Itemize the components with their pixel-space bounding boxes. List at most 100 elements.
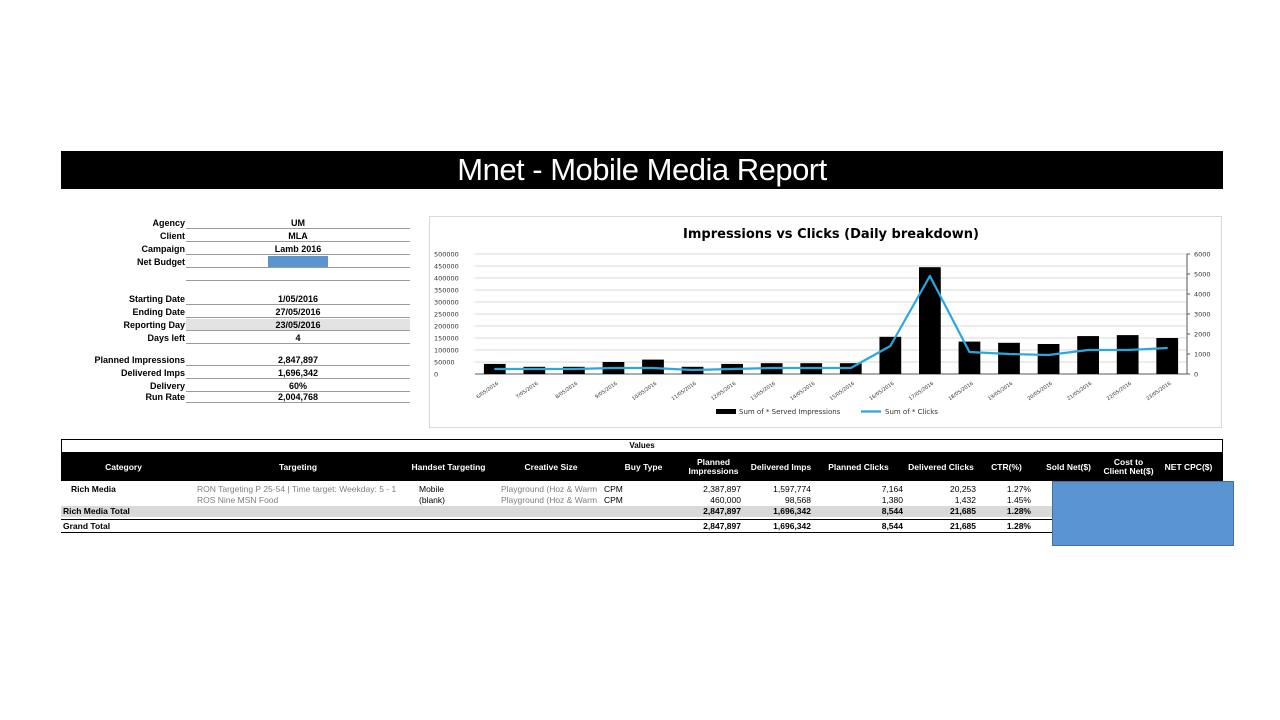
summary-value [186,269,410,281]
x-tick-label: 9/05/2016 [594,381,618,401]
summary-value [186,256,410,268]
cell-planned-clicks: 7,164 [881,484,903,494]
cell-handset: Mobile [419,484,445,494]
cell-ctr: 1.27% [1006,484,1031,494]
cell-delivered-imps: 1,696,342 [773,506,811,516]
point-clicks [968,351,971,353]
x-tick-label: 6/05/2016 [475,381,499,401]
summary-row-delivered-imps: Delivered Imps 1,696,342 [61,367,410,379]
y-tick-right: 1000 [1194,351,1211,359]
x-tick-label: 18/05/2016 [948,381,975,402]
subtotal-row: Rich Media Total 2,847,897 1,696,342 8,5… [61,506,1223,517]
summary-value: Lamb 2016 [186,243,410,255]
cell-planned-clicks: 1,380 [881,495,903,505]
point-clicks [1047,354,1050,356]
summary-label: Campaign [141,244,185,254]
cell-targeting: ROS Nine MSN Food [197,495,279,505]
budget-redacted-box [268,256,328,267]
summary-value: 1,696,342 [186,367,410,379]
summary-value: UM [186,217,410,229]
y-tick-right: 4000 [1194,291,1211,299]
cell-planned-imps: 2,847,897 [703,521,741,531]
cell-ctr: 1.28% [1006,521,1031,531]
impressions-clicks-chart: Impressions vs Clicks (Daily breakdown) 0… [429,216,1222,428]
cell-creative: Playground (Hoz & Warm [501,484,598,494]
cell-ctr: 1.28% [1006,506,1031,516]
summary-row-agency: Agency UM [61,217,410,229]
cell-delivered-clicks: 21,685 [950,506,976,516]
header-ctr: CTR(%) [991,461,1022,472]
summary-label: Delivery [149,381,185,391]
bar-impressions [879,336,902,374]
bar-impressions [523,366,546,374]
summary-label: Agency [152,218,185,228]
summary-row-client: Client MLA [61,230,410,242]
x-tick-label: 8/05/2016 [555,381,579,401]
summary-value: 4 [186,332,410,344]
cell-total-label: Rich Media Total [63,506,130,516]
bar-impressions [919,267,941,374]
summary-value: 27/05/2016 [186,306,410,318]
y-tick-right: 5000 [1194,271,1211,279]
x-tick-label: 22/05/2016 [1106,381,1133,402]
x-tick-label: 19/05/2016 [987,381,1014,402]
cell-delivered-imps: 98,568 [785,495,811,505]
cell-delivered-clicks: 20,253 [950,484,976,494]
x-tick-label: 11/05/2016 [671,381,698,402]
point-clicks [612,367,615,369]
summary-label: Planned Impressions [94,355,185,365]
summary-label: Client [159,231,185,241]
bar-impressions [1077,336,1099,374]
summary-label: Days left [147,333,185,343]
summary-value: 60% [186,380,410,392]
cell-planned-clicks: 8,544 [881,521,903,531]
cell-planned-imps: 460,000 [710,495,741,505]
report-title: Mnet - Mobile Media Report [61,151,1223,189]
header-net-cpc: NET CPC($) [1164,461,1213,472]
point-clicks [1126,349,1129,351]
y-tick-left: 0 [434,371,438,379]
header-creative-size: Creative Size [524,461,578,472]
point-clicks [652,367,654,369]
y-tick-left: 50000 [434,359,455,367]
y-tick-left: 100000 [434,347,459,355]
header-category: Category [105,461,142,472]
bar-impressions [1156,338,1179,374]
cell-delivered-clicks: 1,432 [954,495,976,505]
header-planned-clicks: Planned Clicks [828,461,889,472]
summary-row-net-budget: Net Budget [61,256,410,268]
pivot-header-row: Category Targeting Handset Targeting Cre… [61,453,1223,481]
cell-creative: Playground (Hoz & Warm [501,495,598,505]
cell-delivered-imps: 1,597,774 [773,484,811,494]
summary-label: Run Rate [145,392,185,402]
header-targeting: Targeting [278,461,318,472]
header-planned-impressions: Planned Impressions [688,457,739,476]
y-tick-left: 200000 [434,323,459,331]
summary-value: 2,004,768 [186,391,410,403]
y-tick-left: 500000 [434,251,459,259]
table-row: Rich Media RON Targeting P 25-54 | Time … [61,484,1223,495]
redaction-box [1052,481,1234,546]
summary-row-ending-date: Ending Date 27/05/2016 [61,306,410,318]
bar-impressions [1116,335,1139,374]
cell-delivered-imps: 1,696,342 [773,521,811,531]
header-delivered-imps: Delivered Imps [750,461,812,472]
x-tick-label: 23/05/2016 [1145,381,1172,402]
grand-total-row: Grand Total 2,847,897 1,696,342 8,544 21… [61,519,1223,533]
cell-handset: (blank) [419,495,445,505]
point-clicks [929,275,931,277]
cell-grand-label: Grand Total [63,521,111,531]
cell-delivered-clicks: 21,685 [950,521,976,531]
bar-impressions [1037,344,1060,374]
y-tick-left: 250000 [434,311,459,319]
header-buy-type: Buy Type [624,461,663,472]
summary-value: 23/05/2016 [186,319,410,331]
summary-value: 2,847,897 [186,354,410,366]
header-sold-net: Sold Net($) [1046,461,1091,472]
y-tick-right: 6000 [1194,251,1211,259]
summary-row-starting-date: Starting Date 1/05/2016 [61,293,410,305]
header-cost-to-client: Cost to Client Net($) [1103,457,1154,476]
bar-impressions [998,342,1020,374]
header-handset-targeting: Handset Targeting [411,461,486,472]
bar-impressions [563,366,585,374]
